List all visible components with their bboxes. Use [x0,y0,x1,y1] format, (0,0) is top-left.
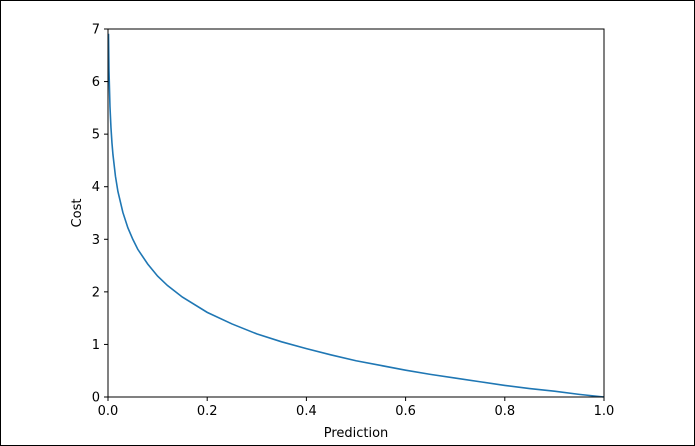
y-tick-label: 1 [92,338,100,353]
x-tick-label: 0.4 [296,404,317,419]
y-axis-ticks: 0 1 2 3 4 5 6 7 [92,23,108,406]
y-tick-label: 2 [92,285,100,300]
x-tick-label: 1.0 [594,404,615,419]
plot-area [108,29,604,397]
x-axis-label: Prediction [324,426,389,441]
y-tick-label: 4 [92,180,100,195]
cost-curve [107,33,605,398]
x-axis-ticks: 0.0 0.2 0.4 0.6 0.8 1.0 [98,397,615,419]
y-tick-label: 7 [92,23,100,38]
x-tick-label: 0.8 [494,404,515,419]
y-tick-label: 0 [92,391,100,406]
x-tick-label: 0.6 [395,404,416,419]
plot-border [107,28,605,398]
x-tick-label: 0.2 [197,404,218,419]
y-tick-label: 6 [92,75,100,90]
x-tick-label: 0.0 [98,404,119,419]
y-tick-label: 5 [92,128,100,143]
y-axis-label: Cost [70,199,85,228]
y-tick-label: 3 [92,233,100,248]
